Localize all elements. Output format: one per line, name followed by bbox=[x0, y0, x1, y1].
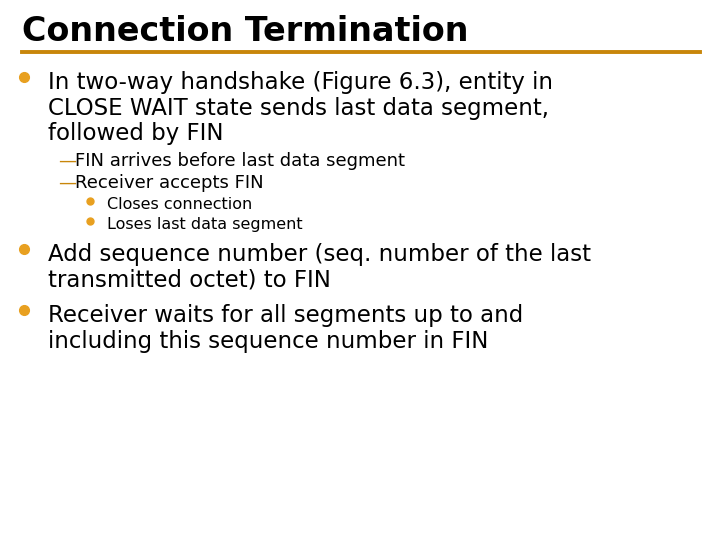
Text: followed by FIN: followed by FIN bbox=[48, 122, 223, 145]
Text: Receiver waits for all segments up to and: Receiver waits for all segments up to an… bbox=[48, 305, 523, 327]
Text: CLOSE WAIT state sends last data segment,: CLOSE WAIT state sends last data segment… bbox=[48, 97, 549, 119]
Text: Closes connection: Closes connection bbox=[107, 197, 252, 212]
Text: transmitted octet) to FIN: transmitted octet) to FIN bbox=[48, 269, 331, 292]
Text: In two-way handshake (Figure 6.3), entity in: In two-way handshake (Figure 6.3), entit… bbox=[48, 71, 553, 94]
Text: including this sequence number in FIN: including this sequence number in FIN bbox=[48, 330, 488, 353]
Text: Connection Termination: Connection Termination bbox=[22, 15, 469, 48]
Text: Loses last data segment: Loses last data segment bbox=[107, 217, 302, 232]
Text: FIN arrives before last data segment: FIN arrives before last data segment bbox=[75, 152, 405, 170]
Text: Add sequence number (seq. number of the last: Add sequence number (seq. number of the … bbox=[48, 243, 591, 266]
Text: —: — bbox=[58, 174, 76, 192]
Text: Receiver accepts FIN: Receiver accepts FIN bbox=[75, 174, 264, 192]
Text: —: — bbox=[58, 152, 76, 170]
